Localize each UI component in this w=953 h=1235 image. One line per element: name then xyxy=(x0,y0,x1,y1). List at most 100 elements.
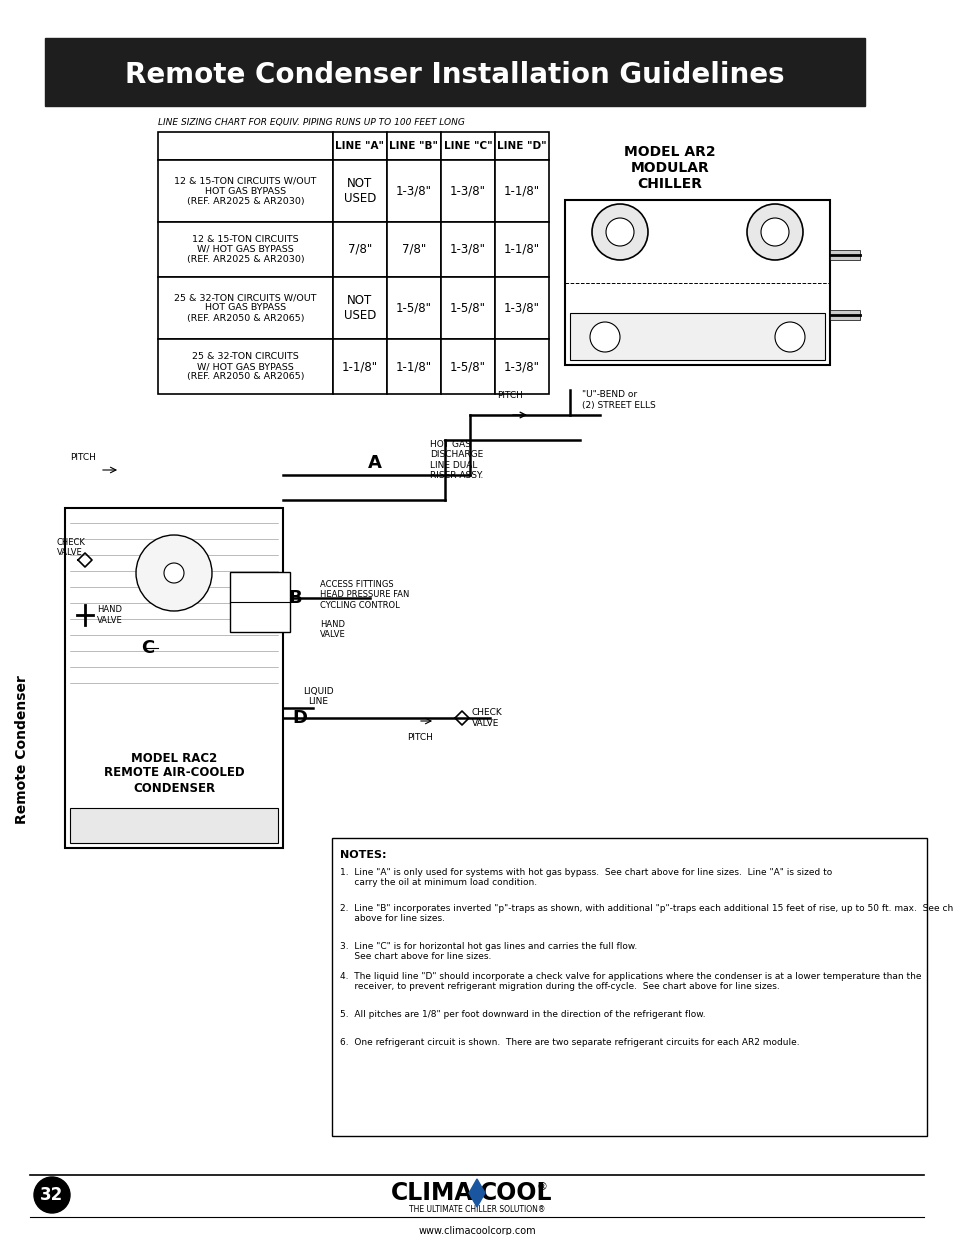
Circle shape xyxy=(589,322,619,352)
Bar xyxy=(387,161,440,222)
Bar xyxy=(158,277,333,338)
Bar xyxy=(495,277,548,338)
Bar xyxy=(333,338,387,394)
Bar xyxy=(333,132,387,161)
Text: LINE "D": LINE "D" xyxy=(497,141,546,151)
Text: 7/8": 7/8" xyxy=(401,243,426,256)
Bar xyxy=(332,839,926,1136)
Text: LINE "A": LINE "A" xyxy=(335,141,384,151)
Text: ®: ® xyxy=(537,1182,547,1192)
Bar xyxy=(230,572,290,632)
Text: NOT
USED: NOT USED xyxy=(343,177,375,205)
Text: LINE "B": LINE "B" xyxy=(389,141,438,151)
Text: A: A xyxy=(368,454,381,472)
Text: COOL: COOL xyxy=(479,1181,552,1205)
Bar xyxy=(333,161,387,222)
Text: CLIMA: CLIMA xyxy=(391,1181,474,1205)
Bar xyxy=(564,200,829,366)
Text: 1-5/8": 1-5/8" xyxy=(450,359,485,373)
Text: PITCH: PITCH xyxy=(497,391,522,400)
Text: CHECK
VALVE: CHECK VALVE xyxy=(472,709,502,727)
Text: 1-3/8": 1-3/8" xyxy=(503,301,539,315)
Text: 1-5/8": 1-5/8" xyxy=(395,301,432,315)
Text: 1-3/8": 1-3/8" xyxy=(395,184,432,198)
Text: 1.  Line "A" is only used for systems with hot gas bypass.  See chart above for : 1. Line "A" is only used for systems wit… xyxy=(339,868,831,888)
Circle shape xyxy=(136,535,212,611)
Bar xyxy=(564,200,829,366)
Bar xyxy=(387,277,440,338)
Text: LINE "C": LINE "C" xyxy=(443,141,492,151)
Text: MODEL AR2
MODULAR
CHILLER: MODEL AR2 MODULAR CHILLER xyxy=(623,144,715,191)
Text: 1-1/8": 1-1/8" xyxy=(503,184,539,198)
Text: 2.  Line "B" incorporates inverted "p"-traps as shown, with additional "p"-traps: 2. Line "B" incorporates inverted "p"-tr… xyxy=(339,904,953,924)
Bar xyxy=(45,38,864,106)
Circle shape xyxy=(746,204,802,261)
Bar xyxy=(158,161,333,222)
Circle shape xyxy=(760,219,788,246)
Text: 3.  Line "C" is for horizontal hot gas lines and carries the full flow.
     See: 3. Line "C" is for horizontal hot gas li… xyxy=(339,942,637,961)
Text: D: D xyxy=(293,709,307,727)
Circle shape xyxy=(774,322,804,352)
Text: THE ULTIMATE CHILLER SOLUTION®: THE ULTIMATE CHILLER SOLUTION® xyxy=(409,1205,544,1214)
Text: HAND
VALVE: HAND VALVE xyxy=(319,620,345,640)
Text: 7/8": 7/8" xyxy=(348,243,372,256)
Bar xyxy=(387,132,440,161)
Text: CHECK
VALVE: CHECK VALVE xyxy=(57,538,86,557)
Text: LINE SIZING CHART FOR EQUIV. PIPING RUNS UP TO 100 FEET LONG: LINE SIZING CHART FOR EQUIV. PIPING RUNS… xyxy=(158,119,464,127)
Bar xyxy=(387,338,440,394)
Text: MODEL RAC2
REMOTE AIR-COOLED
CONDENSER: MODEL RAC2 REMOTE AIR-COOLED CONDENSER xyxy=(104,752,244,794)
Text: PITCH: PITCH xyxy=(407,734,433,742)
Text: 1-3/8": 1-3/8" xyxy=(503,359,539,373)
Text: 1-1/8": 1-1/8" xyxy=(503,243,539,256)
Text: B: B xyxy=(288,589,301,606)
Bar xyxy=(495,132,548,161)
Bar xyxy=(70,808,277,844)
Circle shape xyxy=(34,1177,70,1213)
Bar xyxy=(495,222,548,277)
Text: 25 & 32-TON CIRCUITS W/OUT
HOT GAS BYPASS
(REF. AR2050 & AR2065): 25 & 32-TON CIRCUITS W/OUT HOT GAS BYPAS… xyxy=(174,293,316,322)
Bar xyxy=(495,161,548,222)
Bar xyxy=(387,222,440,277)
Bar xyxy=(440,338,495,394)
Text: LIQUID
LINE: LIQUID LINE xyxy=(302,687,333,706)
Text: Remote Condenser: Remote Condenser xyxy=(15,676,29,825)
Text: "U"-BEND or
(2) STREET ELLS: "U"-BEND or (2) STREET ELLS xyxy=(581,390,655,410)
Bar xyxy=(829,249,859,261)
Bar xyxy=(829,310,859,320)
Bar xyxy=(440,132,495,161)
Text: HOT GAS
DISCHARGE
LINE DUAL
RISER ASSY.: HOT GAS DISCHARGE LINE DUAL RISER ASSY. xyxy=(430,440,483,480)
Bar xyxy=(65,508,283,848)
Bar xyxy=(333,277,387,338)
Circle shape xyxy=(164,563,184,583)
Text: ACCESS FITTINGS
HEAD PRESSURE FAN
CYCLING CONTROL: ACCESS FITTINGS HEAD PRESSURE FAN CYCLIN… xyxy=(319,580,409,610)
Text: 5.  All pitches are 1/8" per foot downward in the direction of the refrigerant f: 5. All pitches are 1/8" per foot downwar… xyxy=(339,1010,705,1019)
Text: 1-1/8": 1-1/8" xyxy=(341,359,377,373)
Text: C: C xyxy=(141,638,154,657)
Text: www.climacoolcorp.com: www.climacoolcorp.com xyxy=(417,1226,536,1235)
Circle shape xyxy=(592,204,647,261)
Polygon shape xyxy=(469,1179,484,1207)
Text: 4.  The liquid line "D" should incorporate a check valve for applications where : 4. The liquid line "D" should incorporat… xyxy=(339,972,921,992)
Text: 1-3/8": 1-3/8" xyxy=(450,184,485,198)
Text: NOT
USED: NOT USED xyxy=(343,294,375,322)
Text: 1-3/8": 1-3/8" xyxy=(450,243,485,256)
Bar xyxy=(440,277,495,338)
Text: NOTES:: NOTES: xyxy=(339,850,386,860)
Bar xyxy=(158,338,333,394)
Text: 12 & 15-TON CIRCUITS W/OUT
HOT GAS BYPASS
(REF. AR2025 & AR2030): 12 & 15-TON CIRCUITS W/OUT HOT GAS BYPAS… xyxy=(174,177,316,206)
Text: PITCH: PITCH xyxy=(70,452,95,462)
Bar xyxy=(333,222,387,277)
Bar xyxy=(158,132,333,161)
Text: 32: 32 xyxy=(40,1186,64,1204)
Text: 1-1/8": 1-1/8" xyxy=(395,359,432,373)
Bar xyxy=(440,161,495,222)
Text: 25 & 32-TON CIRCUITS
W/ HOT GAS BYPASS
(REF. AR2050 & AR2065): 25 & 32-TON CIRCUITS W/ HOT GAS BYPASS (… xyxy=(187,352,304,382)
Text: Remote Condenser Installation Guidelines: Remote Condenser Installation Guidelines xyxy=(125,61,784,89)
Text: 12 & 15-TON CIRCUITS
W/ HOT GAS BYPASS
(REF. AR2025 & AR2030): 12 & 15-TON CIRCUITS W/ HOT GAS BYPASS (… xyxy=(187,235,304,264)
Bar xyxy=(495,338,548,394)
Circle shape xyxy=(605,219,634,246)
Bar xyxy=(440,222,495,277)
Text: 6.  One refrigerant circuit is shown.  There are two separate refrigerant circui: 6. One refrigerant circuit is shown. The… xyxy=(339,1037,799,1047)
Bar xyxy=(569,312,824,359)
Text: 1-5/8": 1-5/8" xyxy=(450,301,485,315)
